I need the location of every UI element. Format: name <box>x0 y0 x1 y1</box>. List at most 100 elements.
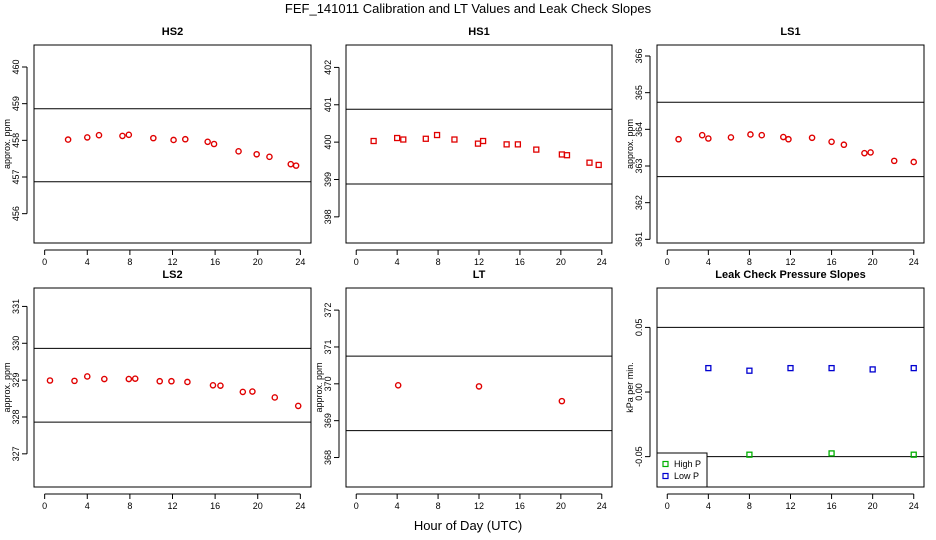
data-point <box>746 367 753 374</box>
x-tick-label: 20 <box>556 501 566 511</box>
data-point <box>119 132 126 140</box>
x-tick-label: 8 <box>127 501 132 511</box>
data-point <box>563 152 571 159</box>
x-tick-label: 8 <box>747 501 752 511</box>
data-point <box>184 378 191 386</box>
x-tick-label: 16 <box>210 257 220 267</box>
data-point <box>253 150 260 158</box>
plot-frame <box>656 44 925 244</box>
x-axis-label: Hour of Day (UTC) <box>413 518 523 533</box>
x-tick-label: 8 <box>747 257 752 267</box>
data-point <box>867 149 874 156</box>
x-tick-label: 16 <box>827 257 837 267</box>
data-point <box>150 134 157 142</box>
data-point <box>533 146 540 153</box>
plot-frame <box>345 44 613 244</box>
x-tick-label: 12 <box>167 501 177 511</box>
y-tick-label: -0.05 <box>634 446 644 467</box>
legend-marker <box>662 472 669 480</box>
legend: High P Low P <box>656 452 708 488</box>
y-tick-label: 400 <box>323 135 333 150</box>
x-tick-label: 12 <box>785 257 795 267</box>
data-point <box>394 381 402 389</box>
y-tick-label: 331 <box>11 299 21 314</box>
y-tick-label: 398 <box>323 209 333 224</box>
x-tick-label: 0 <box>665 257 670 267</box>
data-point <box>808 134 816 142</box>
y-tick-label: 372 <box>323 303 333 318</box>
data-point <box>705 364 712 372</box>
panel-5: LT approx. ppm 0 4 8 12 16 20 24 368 369 370 371 372 <box>314 269 613 511</box>
x-tick-label: 12 <box>474 501 484 511</box>
data-point <box>780 133 787 141</box>
legend-label: High P <box>674 459 701 469</box>
data-point <box>125 131 133 139</box>
legend-label: Low P <box>674 471 699 481</box>
x-tick-label: 0 <box>665 501 670 511</box>
panel-title: LT <box>473 269 486 281</box>
y-tick-label: 459 <box>11 96 21 111</box>
panel-2: HS1 0 4 8 12 16 20 24 398 399 400 401 402 <box>323 26 613 267</box>
y-tick-label: 460 <box>11 59 21 74</box>
data-point <box>266 153 273 161</box>
x-tick-label: 4 <box>706 257 711 267</box>
panel-6: Leak Check Pressure Slopes kPa per min. 0 4… <box>625 269 925 511</box>
y-axis-title: approx. ppm <box>2 119 12 169</box>
data-point <box>475 383 483 390</box>
data-point <box>451 136 458 143</box>
x-tick-label: 0 <box>354 257 359 267</box>
data-point <box>168 377 175 385</box>
data-point <box>479 137 487 145</box>
data-point <box>181 135 189 143</box>
y-tick-label: 330 <box>11 336 21 351</box>
x-tick-label: 24 <box>909 257 919 267</box>
y-tick-label: 362 <box>634 195 644 210</box>
legend-marker <box>662 460 669 468</box>
plot-frame <box>33 287 312 488</box>
x-tick-label: 0 <box>42 257 47 267</box>
x-tick-label: 12 <box>785 501 795 511</box>
panel-title: HS1 <box>468 26 489 38</box>
x-tick-label: 8 <box>436 257 441 267</box>
data-point <box>787 364 794 372</box>
panel-title: Leak Check Pressure Slopes <box>715 269 865 281</box>
x-tick-label: 24 <box>295 257 305 267</box>
data-point <box>394 134 401 142</box>
data-point <box>861 149 868 157</box>
data-point <box>156 377 164 385</box>
y-tick-label: 370 <box>323 376 333 391</box>
x-tick-label: 20 <box>253 257 263 267</box>
data-point <box>910 364 917 372</box>
x-tick-label: 12 <box>167 257 177 267</box>
x-tick-label: 12 <box>474 257 484 267</box>
x-tick-label: 4 <box>85 257 90 267</box>
data-point <box>474 140 482 147</box>
x-tick-label: 8 <box>436 501 441 511</box>
data-point <box>890 157 898 165</box>
data-point <box>675 135 682 143</box>
y-tick-label: 329 <box>11 373 21 388</box>
data-point <box>292 162 300 169</box>
x-tick-label: 24 <box>295 501 305 511</box>
data-point <box>83 373 91 380</box>
data-point <box>210 140 218 148</box>
panel-4: LS2 approx. ppm 0 4 8 12 16 20 24 327 328 329 330 331 <box>2 269 312 511</box>
x-tick-label: 8 <box>127 257 132 267</box>
y-tick-label: 457 <box>11 169 21 184</box>
data-point <box>705 135 712 142</box>
data-point <box>727 134 735 141</box>
y-tick-label: 365 <box>634 85 644 100</box>
data-point <box>840 141 848 149</box>
data-point <box>249 388 256 395</box>
data-point <box>71 377 78 385</box>
x-tick-label: 4 <box>85 501 90 511</box>
panel-1: HS2 approx. ppm 0 4 8 12 16 20 24 456 457 458 459 460 <box>2 26 312 267</box>
data-point <box>828 364 835 372</box>
x-tick-label: 24 <box>909 501 919 511</box>
x-tick-label: 4 <box>395 501 400 511</box>
data-point <box>217 382 224 389</box>
data-point <box>828 450 835 457</box>
data-point <box>209 381 217 389</box>
data-point <box>83 134 91 141</box>
